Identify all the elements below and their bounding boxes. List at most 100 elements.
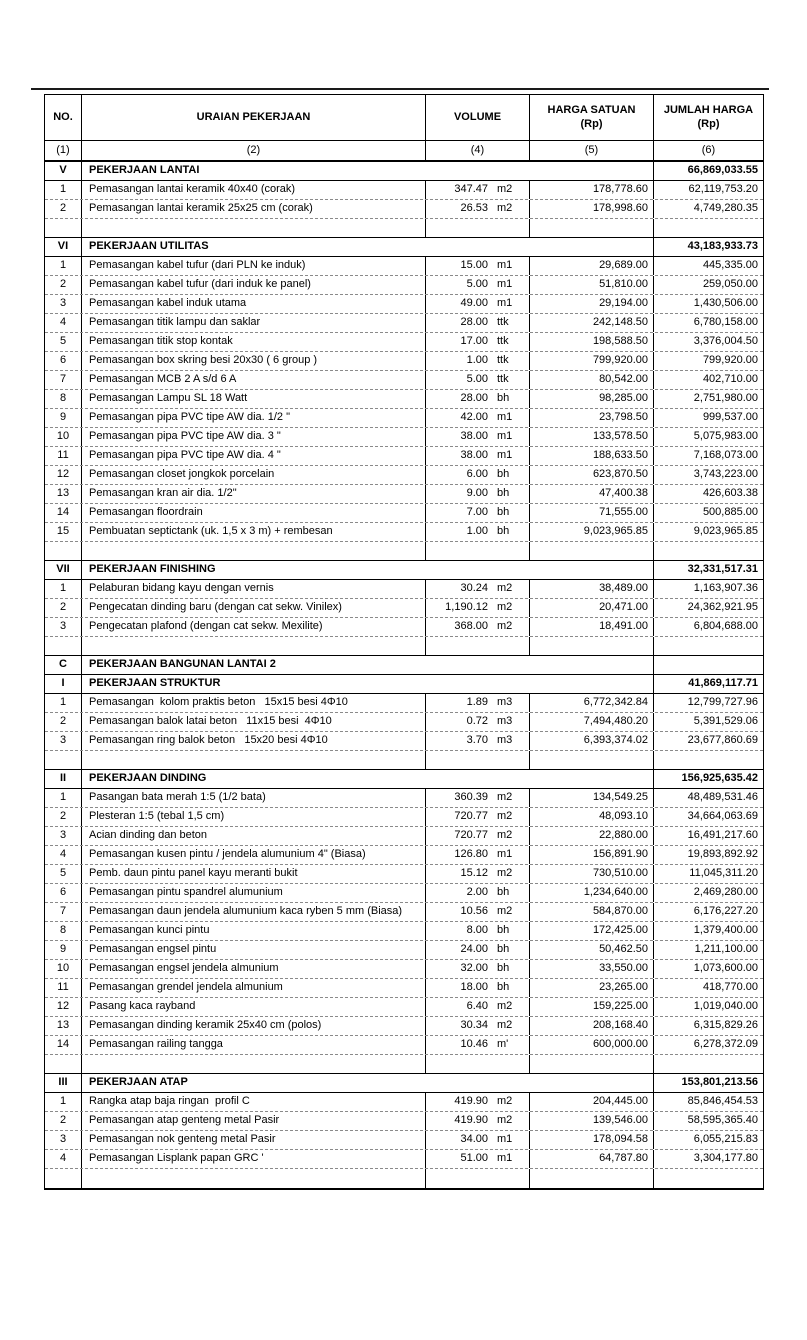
cell-total-price: 3,304,177.80 [693,1152,758,1165]
cell-volume-unit: m2 [497,1114,513,1127]
cell-volume: 32.00 bh [426,960,530,978]
item-row: 1 Pemasangan kolom praktis beton 15x15 be… [45,694,763,713]
cell-volume-value: 9.00 [466,487,488,500]
cell-description: Pemasangan kabel tufur (dari PLN ke indu… [82,257,426,275]
cell-section-no: I [45,675,82,693]
cell-empty [654,751,763,769]
cell-volume: 5.00 ttk [426,371,530,389]
cell-unit-price: 18,491.00 [530,618,654,636]
cell-item-no: 15 [45,523,82,541]
cell-section-title: PEKERJAAN ATAP [82,1074,654,1092]
cell-volume-unit: m2 [497,620,513,633]
cell-volume-value: 18.00 [460,981,488,994]
item-row: 12 Pasang kaca rayband 6.40 m2 159,225.00 1,0… [45,998,763,1017]
cell-unit-price: 730,510.00 [530,865,654,883]
cell-item-no: 2 [45,1112,82,1130]
cell-item-no: 7 [45,371,82,389]
item-row: 2 Pengecatan dinding baru (dengan cat sek… [45,599,763,618]
cell-total-price: 1,019,040.00 [693,1000,758,1013]
cell-volume-value: 5.00 [466,278,488,291]
cell-volume-unit: bh [497,981,510,994]
cell-description: Rangka atap baja ringan profil C [82,1093,426,1111]
cell-unit-price: 134,549.25 [530,789,654,807]
cell-volume: 15.12 m2 [426,865,530,883]
cost-estimate-table: NO. URAIAN PEKERJAAN VOLUME HARGA SATUAN… [44,94,764,1190]
item-row: 5 Pemb. daun pintu panel kayu meranti buk… [45,865,763,884]
cell-total-price: 1,163,907.36 [693,582,758,595]
top-rule [31,88,769,90]
cell-section-no: C [45,656,82,674]
cell-unit-price: 6,772,342.84 [530,694,654,712]
colnum-5: (5) [530,141,654,160]
cell-volume: 1.89 m3 [426,694,530,712]
item-row: 11 Pemasangan grendel jendela almunium 18.… [45,979,763,998]
cell-volume-value: 6.40 [466,1000,488,1013]
cell-volume-unit: bh [497,468,510,481]
cell-total-price: 23,677,860.69 [687,734,758,747]
cell-volume: 8.00 bh [426,922,530,940]
cell-section-no: VI [45,238,82,256]
header-no: NO. [45,95,82,140]
cell-unit-price: 9,023,965.85 [530,523,654,541]
cell-volume: 30.34 m2 [426,1017,530,1035]
cell-description: Pemasangan titik stop kontak [82,333,426,351]
cell-volume-unit: bh [497,943,510,956]
cell-item-no: 3 [45,295,82,313]
cell-empty [530,1055,654,1073]
cell-unit-price: 1,234,640.00 [530,884,654,902]
item-row: 3 Pemasangan nok genteng metal Pasir 34.00… [45,1131,763,1150]
cell-volume-unit: m2 [497,905,513,918]
item-row: 11 Pemasangan pipa PVC tipe AW dia. 4 " 38… [45,447,763,466]
cell-item-no: 2 [45,599,82,617]
item-description-text: Pemasangan kabel tufur (dari induk ke pa… [89,278,311,291]
cell-empty [82,1169,426,1188]
item-row: 14 Pemasangan railing tangga 10.46 m' 600,00… [45,1036,763,1055]
cell-section-total: 43,183,933.73 [687,240,758,253]
cell-item-no: 4 [45,314,82,332]
cell-total-price: 11,045,311.20 [689,867,758,880]
item-row: 7 Pemasangan MCB 2 A s/d 6 A 5.00 ttk 80,542… [45,371,763,390]
item-row: 7 Pemasangan daun jendela alumunium kaca … [45,903,763,922]
cell-description: Pemasangan kabel tufur (dari induk ke pa… [82,276,426,294]
item-row: 3 Acian dinding dan beton 720.77 m2 22,880.0… [45,827,763,846]
cell-total-price: 5,391,529.06 [693,715,758,728]
item-description-text: Pasangan bata merah 1:5 (1/2 bata) [89,791,266,804]
cell-volume: 1.00 ttk [426,352,530,370]
cell-volume-value: 10.56 [460,905,488,918]
header-uraian: URAIAN PEKERJAAN [82,95,426,140]
cell-item-no: 6 [45,884,82,902]
cell-item-no: 5 [45,333,82,351]
cell-item-no: 8 [45,922,82,940]
item-row: 1 Pelaburan bidang kayu dengan vernis 30.2… [45,580,763,599]
cell-empty [82,1055,426,1073]
item-row: 1 Rangka atap baja ringan profil C 419.90 m… [45,1093,763,1112]
cell-description: Pengecatan dinding baru (dengan cat sekw… [82,599,426,617]
cell-description: Pemasangan railing tangga [82,1036,426,1054]
cell-total-price: 85,846,454.53 [687,1095,758,1108]
cell-unit-price: 600,000.00 [530,1036,654,1054]
cell-unit-price: 178,998.60 [530,200,654,218]
cell-unit-price: 20,471.00 [530,599,654,617]
cell-volume: 28.00 ttk [426,314,530,332]
item-row: 2 Pemasangan balok latai beton 11x15 besi… [45,713,763,732]
cell-unit-price: 623,870.50 [530,466,654,484]
cell-description: Pemasangan balok latai beton 11x15 besi … [82,713,426,731]
cell-description: Pemasangan kunci pintu [82,922,426,940]
cell-volume-unit: m1 [497,278,513,291]
cell-item-no: 6 [45,352,82,370]
cell-unit-price: 584,870.00 [530,903,654,921]
cell-empty [426,219,530,237]
cell-empty [45,1169,82,1188]
cell-item-no: 3 [45,827,82,845]
cell-volume: 38.00 m1 [426,447,530,465]
cell-volume-unit: bh [497,525,510,538]
cell-item-no: 4 [45,846,82,864]
cell-unit-price: 172,425.00 [530,922,654,940]
item-description-text: Pelaburan bidang kayu dengan vernis [89,582,274,595]
cell-total-price: 58,595,365.40 [687,1114,758,1127]
cell-total-price: 500,885.00 [702,506,758,519]
colnum-6: (6) [701,143,716,156]
cell-empty [426,637,530,655]
cell-item-no: 2 [45,200,82,218]
